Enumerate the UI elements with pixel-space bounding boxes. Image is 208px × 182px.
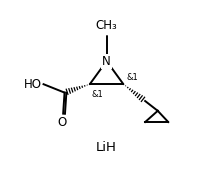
Text: HO: HO: [24, 78, 41, 91]
Text: &1: &1: [92, 90, 104, 99]
Text: N: N: [102, 55, 111, 68]
Text: LiH: LiH: [96, 141, 117, 155]
Text: O: O: [57, 116, 66, 129]
Text: &1: &1: [126, 73, 138, 82]
Text: CH₃: CH₃: [96, 19, 118, 32]
